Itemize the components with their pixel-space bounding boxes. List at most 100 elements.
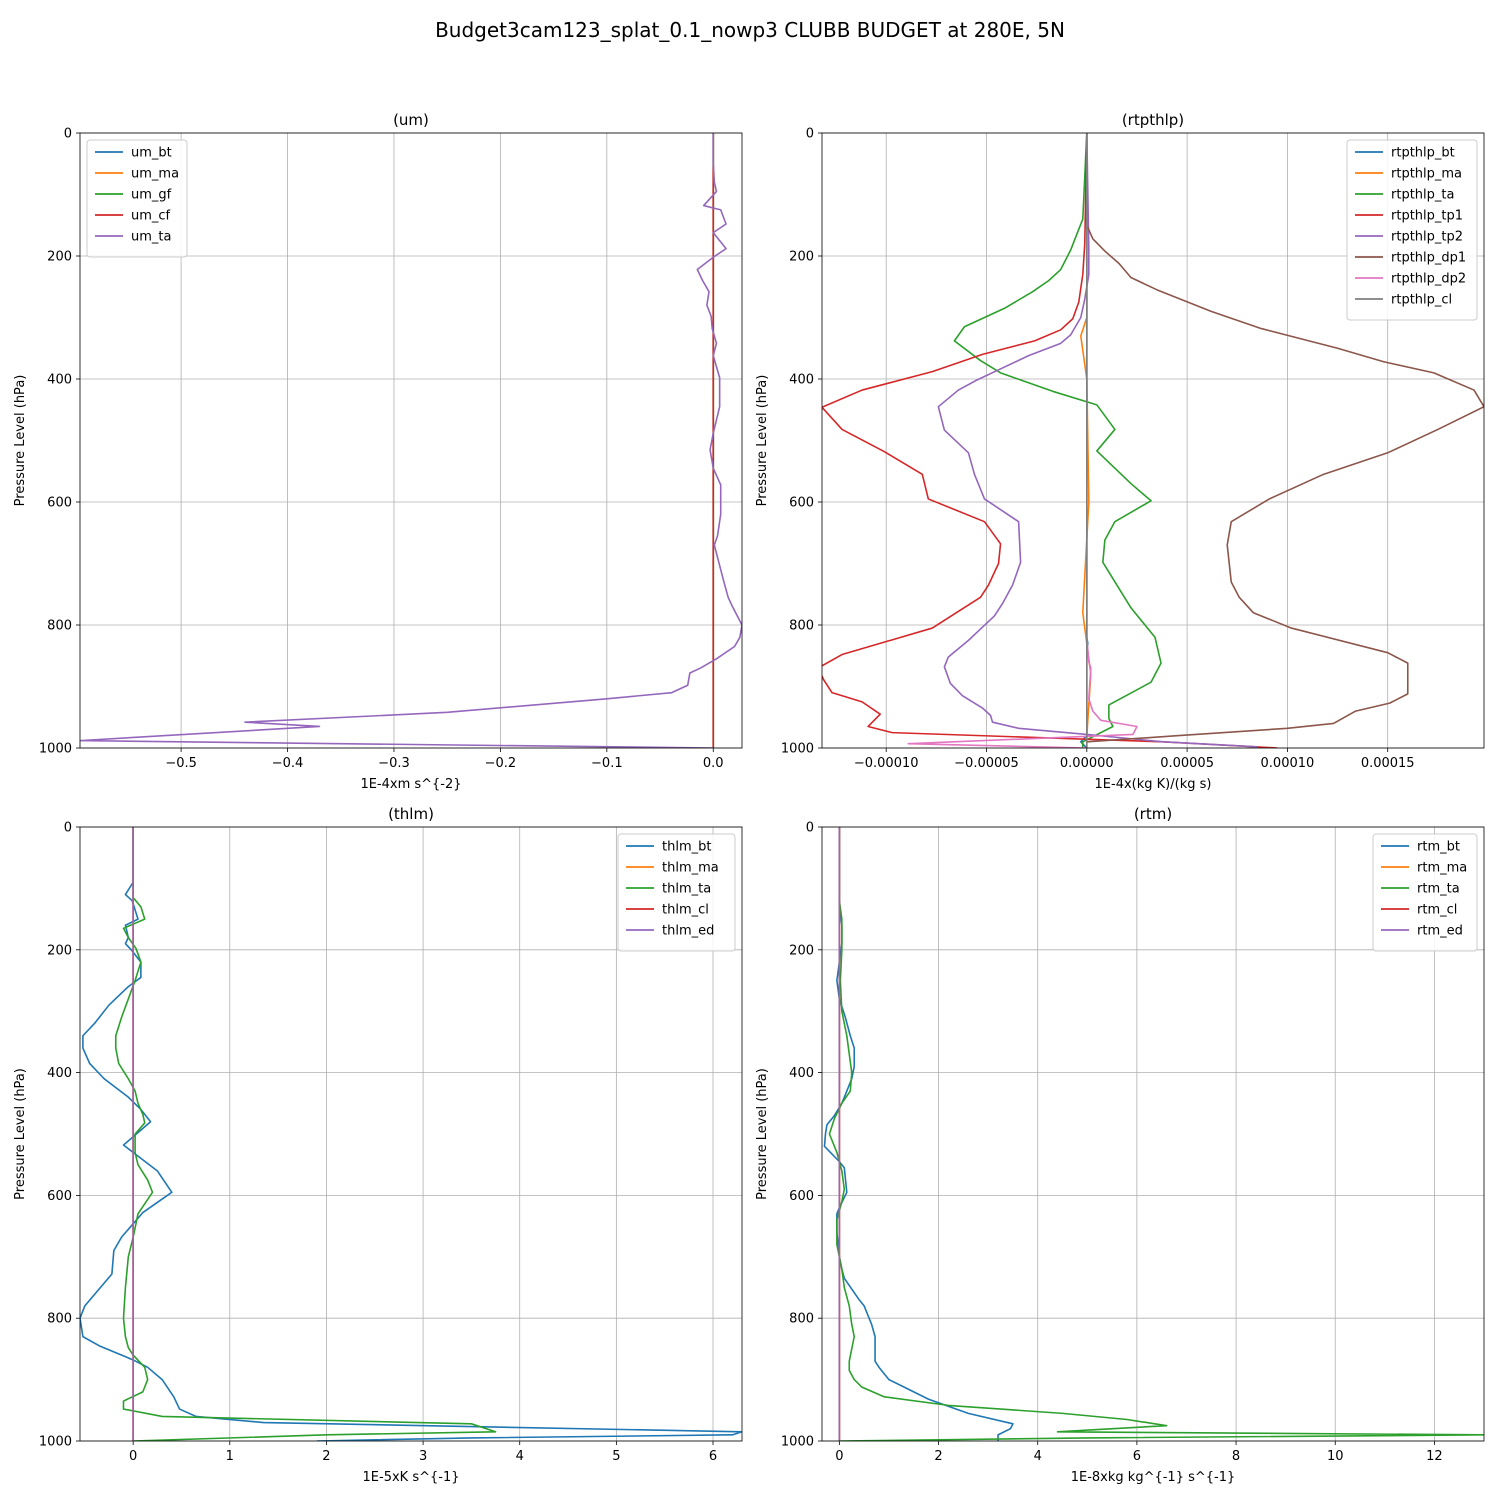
panel-1-ytick-label: 400	[789, 373, 814, 388]
panel-3-xtick-label: 8	[1232, 1449, 1240, 1464]
panel-1-legend-label-rtpthlp_ma: rtpthlp_ma	[1391, 167, 1462, 182]
panel-3-xlabel: 1E-8xkg kg^{-1} s^{-1}	[1071, 1470, 1236, 1485]
panel-3-xtick-label: 2	[934, 1449, 942, 1464]
panel-0-legend-label-um_gf: um_gf	[131, 188, 172, 203]
panel-0-xtick-label: −0.2	[485, 756, 517, 771]
panel-1-xtick-label: 0.00005	[1160, 756, 1214, 771]
panel-3-legend-label-rtm_ed: rtm_ed	[1417, 924, 1463, 939]
panel-1-legend-label-rtpthlp_cl: rtpthlp_cl	[1391, 293, 1452, 308]
panel-2-series-thlm_ta	[114, 827, 497, 1441]
panel-1-ylabel: Pressure Level (hPa)	[755, 375, 770, 507]
panel-1-ytick-label: 200	[789, 250, 814, 265]
panel-0-title: (um)	[393, 111, 429, 129]
panel-1-title: (rtpthlp)	[1122, 111, 1184, 129]
panel-3-xtick-label: 4	[1034, 1449, 1042, 1464]
panel-2-legend: thlm_bt thlm_ma thlm_ta thlm_cl thlm_ed	[617, 833, 736, 952]
panel-2-legend-label-thlm_ed: thlm_ed	[662, 924, 714, 939]
panel-0-legend-box	[86, 139, 188, 258]
panel-3-legend-label-rtm_ta: rtm_ta	[1417, 882, 1460, 897]
panel-0-ylabel: Pressure Level (hPa)	[13, 375, 28, 507]
panel-1-legend-label-rtpthlp_dp1: rtpthlp_dp1	[1391, 251, 1466, 266]
panel-2-series-group	[80, 827, 742, 1441]
panel-1-series-rtpthlp_ta	[953, 133, 1162, 748]
panel-1-series-rtpthlp_tp2	[937, 133, 1258, 748]
panel-2-xtick-label: 4	[516, 1449, 524, 1464]
panel-0-xtick-label: −0.5	[165, 756, 197, 771]
panel-1-legend-label-rtpthlp_bt: rtpthlp_bt	[1391, 146, 1455, 161]
panel-1-xtick-label: −0.00005	[954, 756, 1019, 771]
panel-1-xlabel: 1E-4x(kg K)/(kg s)	[1095, 777, 1212, 792]
panel-0-frame	[79, 132, 743, 749]
panel-2-ytick-label: 1000	[39, 1435, 72, 1450]
panel-2-legend-label-thlm_bt: thlm_bt	[662, 840, 711, 855]
panel-0-ytick-label: 200	[47, 250, 72, 265]
panel-2-xtick-label: 0	[129, 1449, 137, 1464]
panel-3-ytick-label: 600	[789, 1189, 814, 1204]
panel-2-ytick-label: 200	[47, 943, 72, 958]
panel-1-legend-box	[1346, 139, 1478, 321]
panel-1-legend-label-rtpthlp_tp1: rtpthlp_tp1	[1391, 209, 1463, 224]
panel-3-ylabel: Pressure Level (hPa)	[755, 1068, 770, 1200]
panel-2-xtick-label: 1	[226, 1449, 234, 1464]
panel-1-xtick-label: 0.00015	[1361, 756, 1415, 771]
panel-0-xtick-label: −0.1	[591, 756, 623, 771]
panel-3-legend-label-rtm_bt: rtm_bt	[1417, 840, 1460, 855]
panel-3-legend-box	[1372, 833, 1478, 952]
panel-1-xtick-label: −0.00010	[854, 756, 919, 771]
panel-2-legend-label-thlm_ma: thlm_ma	[662, 861, 719, 876]
panel-1-ytick-label: 0	[806, 127, 814, 142]
panel-0-legend-label-um_bt: um_bt	[131, 146, 172, 161]
panel-2-xtick-label: 3	[419, 1449, 427, 1464]
panel-0-plot-area	[80, 133, 742, 748]
panel-2-xtick-label: 2	[322, 1449, 330, 1464]
panel-2-legend-label-thlm_ta: thlm_ta	[662, 882, 711, 897]
panel-2-xtick-label: 6	[709, 1449, 717, 1464]
panel-thlm: 0 1 2 3 4 5 6 0 200 400 600 800 1000 (thlm) 1E-5xK s^{…	[13, 805, 743, 1485]
panel-1-series-rtpthlp_ma	[1079, 133, 1092, 748]
panel-2-ylabel: Pressure Level (hPa)	[13, 1068, 28, 1200]
panel-um: −0.5 −0.4 −0.3 −0.2 −0.1 0.0 0 200 400 600 800 1000…	[13, 111, 743, 792]
panel-1-xtick-label: 0.00000	[1060, 756, 1114, 771]
panel-3-xtick-label: 0	[835, 1449, 843, 1464]
panel-1-legend: rtpthlp_bt rtpthlp_ma rtpthlp_ta rtpthlp_tp…	[1346, 139, 1478, 321]
panel-3-legend: rtm_bt rtm_ma rtm_ta rtm_cl rtm_ed	[1372, 833, 1478, 952]
panel-1-legend-label-rtpthlp_ta: rtpthlp_ta	[1391, 188, 1454, 203]
panel-3-ytick-label: 400	[789, 1066, 814, 1081]
panel-0-ytick-label: 400	[47, 373, 72, 388]
panel-2-xlabel: 1E-5xK s^{-1}	[363, 1470, 460, 1485]
panel-3-ytick-label: 800	[789, 1312, 814, 1327]
panel-3-series-group	[823, 827, 1484, 1441]
panel-0-legend-label-um_ta: um_ta	[131, 230, 171, 245]
panel-0-xtick-label: −0.4	[272, 756, 304, 771]
panel-0-legend-label-um_ma: um_ma	[131, 167, 179, 182]
panel-3-legend-label-rtm_cl: rtm_cl	[1417, 903, 1457, 918]
panel-0-ytick-label: 800	[47, 619, 72, 634]
panel-3-legend-label-rtm_ma: rtm_ma	[1417, 861, 1467, 876]
panel-3-xtick-label: 10	[1327, 1449, 1344, 1464]
panel-2-series-thlm_bt	[80, 827, 742, 1441]
panel-0-legend: um_bt um_ma um_gf um_cf um_ta	[86, 139, 188, 258]
panel-2-legend-label-thlm_cl: thlm_cl	[662, 903, 709, 918]
panel-0-legend-label-um_cf: um_cf	[131, 209, 171, 224]
panel-1-ytick-label: 600	[789, 496, 814, 511]
panel-0-ytick-label: 0	[64, 127, 72, 142]
panel-1-series-rtpthlp_dp1	[1086, 133, 1484, 743]
panel-3-title: (rtm)	[1134, 805, 1172, 823]
panel-1-series-rtpthlp_dp2	[907, 133, 1138, 748]
panel-1-ytick-label: 1000	[781, 742, 814, 757]
panel-2-ytick-label: 400	[47, 1066, 72, 1081]
panel-2-frame	[79, 826, 743, 1442]
panel-rtpthlp: −0.00010 −0.00005 0.00000 0.00005 0.00010 0.0…	[755, 111, 1485, 792]
panel-1-frame	[821, 132, 1485, 749]
panel-rtm: 0 2 4 6 8 10 12 0 200 400 600 800 1000 (rtm) 1E-8xkg k…	[755, 805, 1485, 1485]
panel-1-legend-label-rtpthlp_dp2: rtpthlp_dp2	[1391, 272, 1466, 287]
panel-0-ytick-label: 600	[47, 496, 72, 511]
panel-0-ytick-label: 1000	[39, 742, 72, 757]
panel-2-title: (thlm)	[388, 805, 434, 823]
panel-1-series-group	[822, 133, 1484, 748]
panel-1-legend-label-rtpthlp_tp2: rtpthlp_tp2	[1391, 230, 1463, 245]
panel-3-xtick-label: 12	[1426, 1449, 1443, 1464]
panel-3-frame	[821, 826, 1485, 1442]
panel-2-ytick-label: 0	[64, 821, 72, 836]
